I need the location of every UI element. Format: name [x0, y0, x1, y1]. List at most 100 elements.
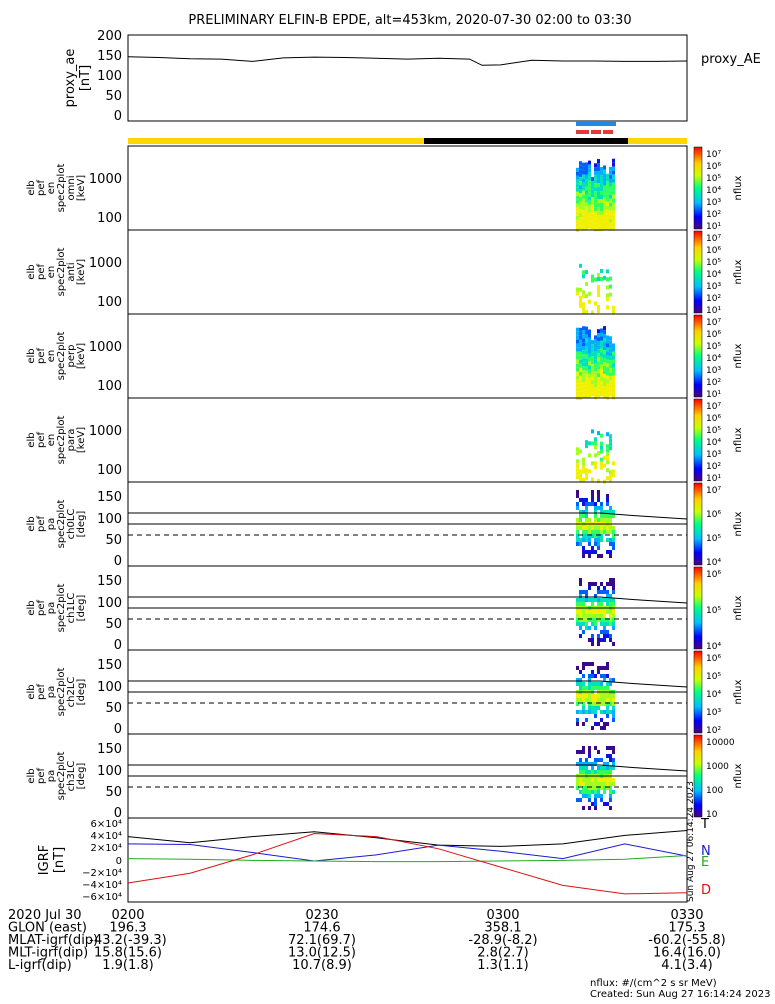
spectrogram-cell	[597, 333, 600, 338]
spectrogram-cell	[576, 215, 579, 220]
spectrogram-cell	[579, 217, 582, 222]
spectrogram-cell	[582, 342, 585, 347]
spectrogram-cell	[597, 598, 600, 602]
ylabel-line: elb	[26, 180, 37, 195]
spectrogram-cell	[594, 806, 597, 810]
spectrogram-cell	[612, 790, 615, 794]
spectrogram-cell	[582, 270, 585, 275]
spectrogram-cell	[588, 786, 591, 790]
spectrogram-cell	[609, 582, 612, 586]
ylabel-line: ch3LC	[66, 761, 77, 792]
spectrogram-cell	[591, 790, 594, 794]
spectrogram-cell	[579, 383, 582, 388]
spectrogram-cell	[609, 470, 612, 475]
y-tick-label: 50	[105, 533, 122, 548]
spectrogram-cell	[594, 714, 597, 718]
spectrogram-cell	[579, 518, 582, 522]
ylabel-line: pef	[36, 348, 47, 365]
colorbar-tick: 1000	[706, 762, 729, 772]
spectrogram-cell	[588, 208, 591, 213]
spectrogram-cell	[588, 782, 591, 786]
spectrogram-cell	[603, 726, 606, 730]
footer-row-label: MLT-igrf(dip)	[8, 946, 88, 961]
spectrogram-cell	[591, 498, 594, 502]
spectrogram-cell	[606, 432, 609, 437]
spectrogram-cell	[579, 526, 582, 530]
ylabel-line: pa	[46, 518, 57, 530]
ylabel-line: pef	[36, 180, 47, 197]
spectrogram-cell	[588, 164, 591, 169]
spectrogram-cell	[597, 479, 600, 484]
spectrogram-cell	[576, 179, 579, 184]
spectrogram-cell	[609, 610, 612, 614]
spectrogram-cell	[603, 710, 606, 714]
spectrogram-cell	[588, 698, 591, 702]
spectrogram-cell	[588, 518, 591, 522]
spectrogram-cell	[576, 347, 579, 352]
spectrogram-cell	[579, 582, 582, 586]
spectrogram-cell	[579, 165, 582, 170]
spectrogram-cell	[579, 469, 582, 474]
spectrogram-cell	[606, 590, 609, 594]
spectrogram-cell	[576, 666, 579, 670]
spectrogram-cell	[585, 440, 588, 445]
ae-tick: 150	[97, 49, 122, 64]
panel-ylabel: elb pef pa spec2plot ch3LC [deg]	[26, 752, 87, 801]
spectrogram-cell	[597, 518, 600, 522]
spectrogram-cell	[606, 355, 609, 360]
spectrogram-cell	[576, 694, 579, 698]
spectrogram-cell	[585, 374, 588, 379]
ae-tick: 50	[105, 89, 122, 104]
spectrogram-cell	[612, 534, 615, 538]
spectrogram-cell	[594, 786, 597, 790]
colorbar-tick: 10⁴	[706, 354, 721, 364]
spectrogram-cell	[588, 373, 591, 378]
spectrogram-cell	[579, 331, 582, 336]
spectrogram-cell	[612, 698, 615, 702]
spectrogram-cell	[576, 371, 579, 376]
spectrogram-cell	[612, 542, 615, 546]
spectrogram-cell	[588, 329, 591, 334]
spectrogram-cell	[606, 710, 609, 714]
spectrogram-cell	[594, 395, 597, 400]
spectrogram-cell	[579, 750, 582, 754]
spectrogram-cell	[597, 698, 600, 702]
spectrogram-cell	[600, 457, 603, 462]
spectrogram-cell	[579, 363, 582, 368]
spectrogram-cell	[603, 722, 606, 726]
spectrogram-cell	[600, 610, 603, 614]
spectrogram-cell	[603, 177, 606, 182]
spectrogram-cell	[612, 626, 615, 630]
spectrogram-cell	[591, 348, 594, 353]
colorbar-label: nflux	[733, 763, 744, 788]
spectrogram-cell	[576, 490, 579, 494]
spectrogram-cell	[591, 622, 594, 626]
spectrogram-cell	[612, 782, 615, 786]
y-tick-label: 100	[97, 512, 122, 527]
spectrogram-cell	[591, 221, 594, 226]
footer-value: 16.4(16.0)	[653, 946, 721, 961]
spectrogram-cell	[576, 602, 579, 606]
spectrogram-cell	[612, 355, 615, 360]
spectrogram-cell	[582, 554, 585, 558]
spectrogram-cell	[588, 381, 591, 386]
spectrogram-cell	[606, 634, 609, 638]
colorbar-tick: 10⁵	[706, 426, 721, 436]
spectrogram-cell	[609, 538, 612, 542]
spectrogram-cell	[597, 590, 600, 594]
spectrogram-cell	[609, 384, 612, 389]
spectrogram-cell	[591, 356, 594, 361]
y-tick-label: 100	[97, 596, 122, 611]
spectrogram-cell	[609, 622, 612, 626]
spectrogram-cell	[603, 778, 606, 782]
spectrogram-cell	[576, 538, 579, 542]
spectrogram-cell	[582, 190, 585, 195]
panel-ylabel: elb pef pa spec2plot ch0LC [deg]	[26, 500, 87, 549]
spectrogram-cell	[597, 377, 600, 382]
ylabel-line: spec2plot	[56, 416, 67, 465]
spectrogram-cell	[576, 451, 579, 456]
colorbar-tick: 10³	[706, 708, 721, 718]
footer-value: 174.6	[303, 921, 340, 936]
ylabel-line: pa	[46, 602, 57, 614]
spectrogram-cell	[612, 194, 615, 199]
